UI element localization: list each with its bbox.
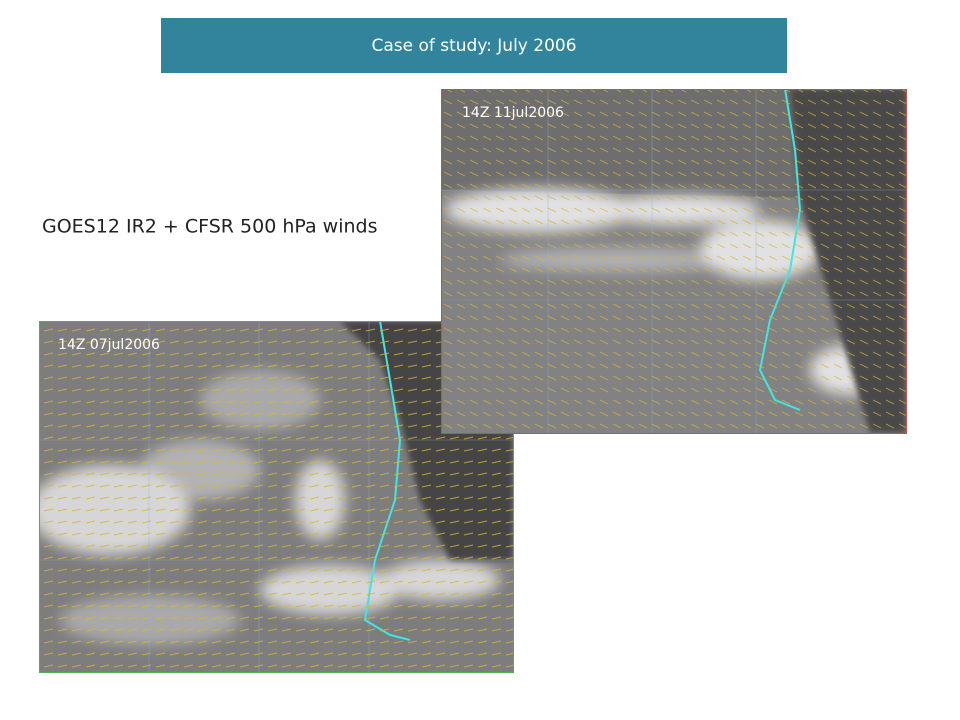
- image-label: 14Z 07jul2006: [58, 337, 160, 353]
- image-label: 14Z 11jul2006: [462, 105, 564, 121]
- image-border: [39, 321, 514, 673]
- title: Case of study: July 2006: [371, 36, 576, 56]
- subtitle: GOES12 IR2 + CFSR 500 hPa winds: [42, 216, 377, 238]
- satellite-image: [441, 89, 906, 433]
- satellite-image: [39, 321, 513, 672]
- image-border: [441, 89, 907, 434]
- title-bar: [161, 18, 787, 73]
